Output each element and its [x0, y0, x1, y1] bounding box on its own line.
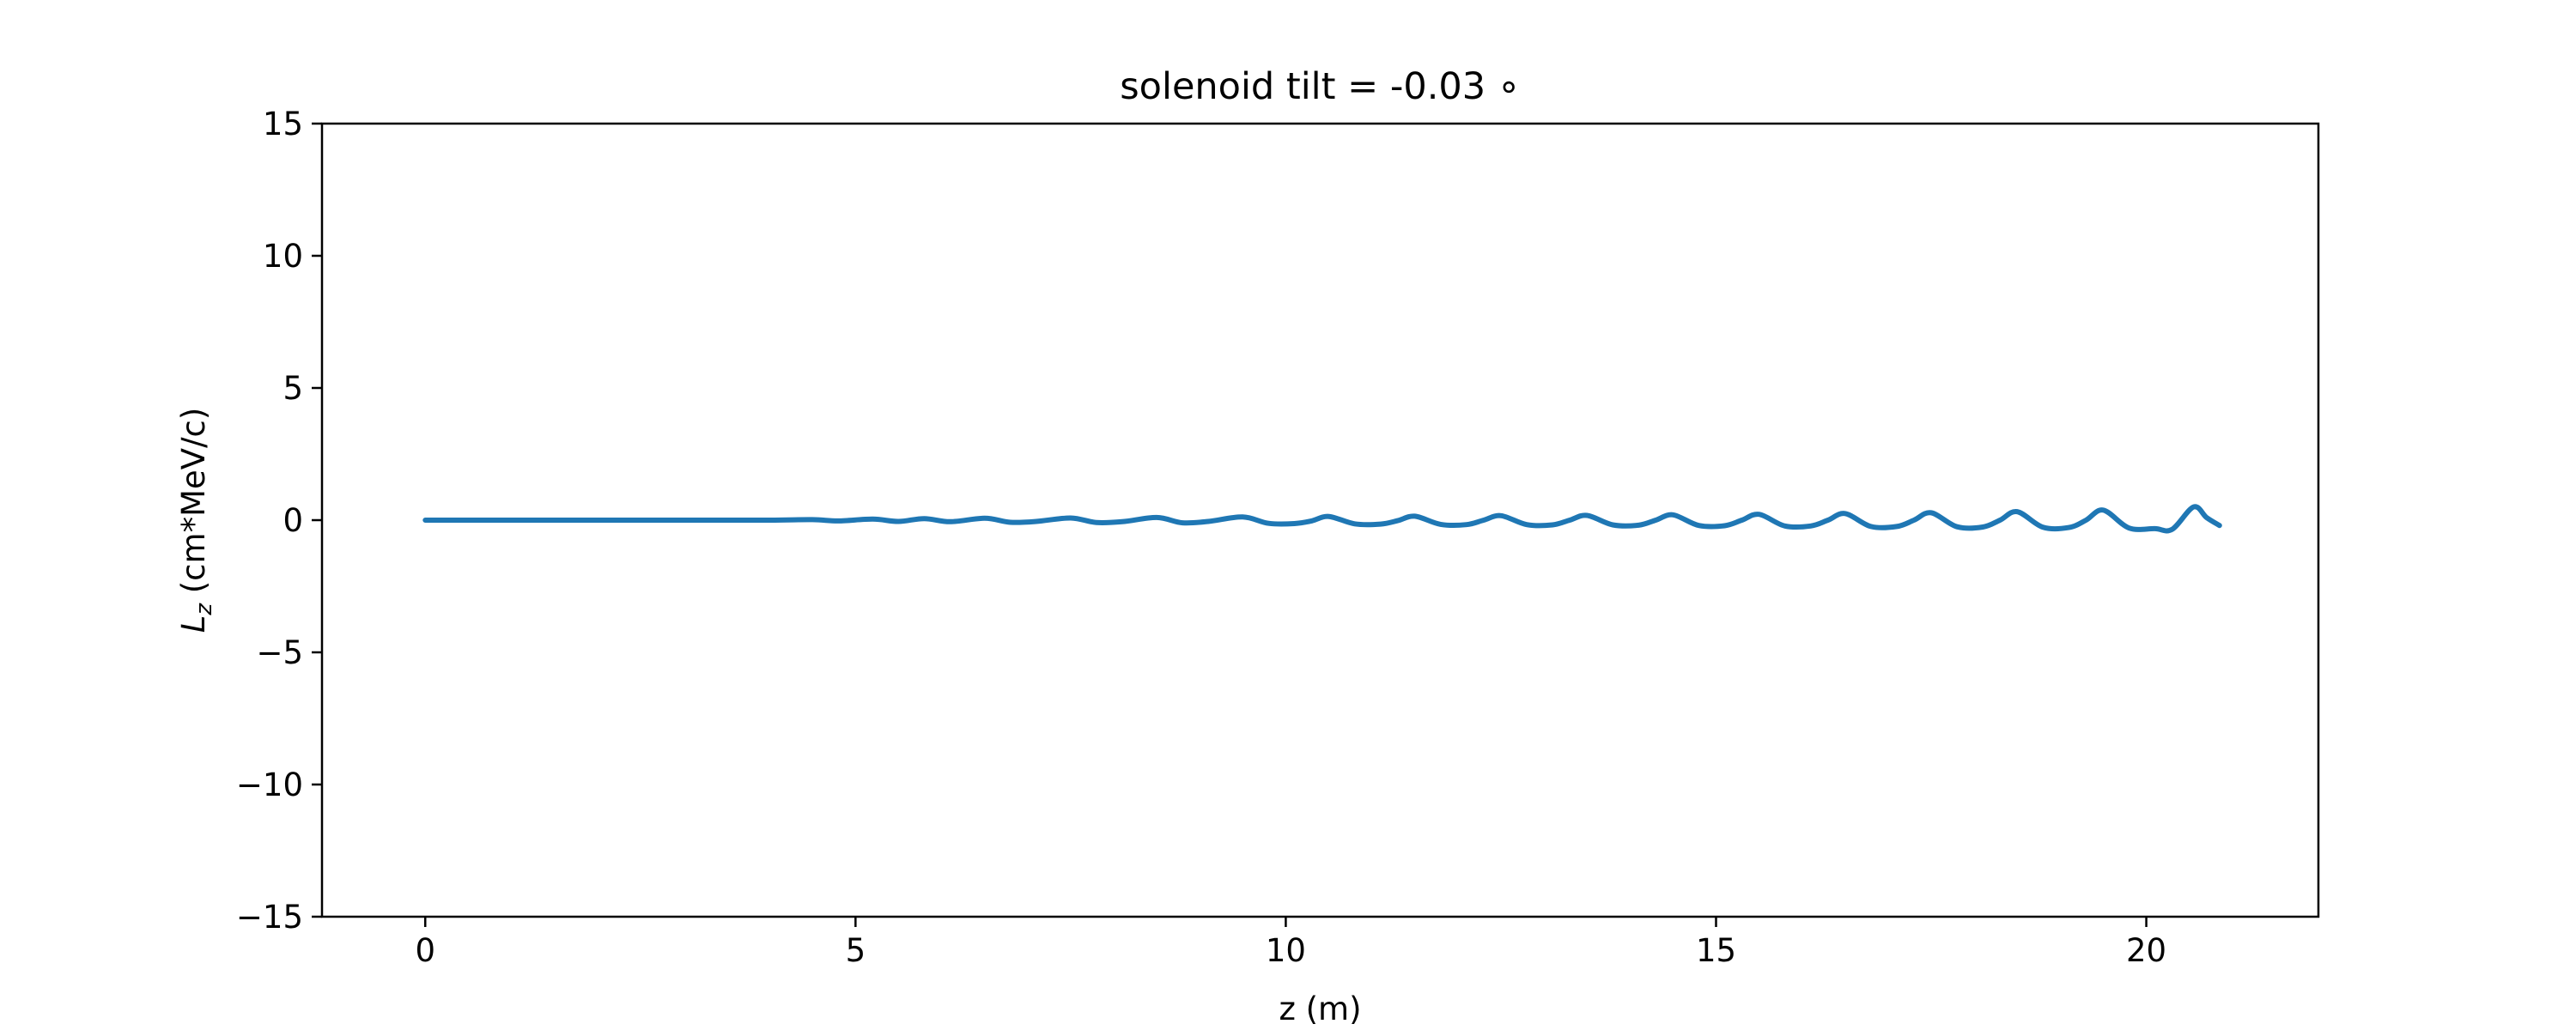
- y-tick-label: −5: [256, 634, 303, 671]
- y-tick-label: 10: [263, 238, 303, 275]
- chart-title: solenoid tilt = -0.03 ∘: [1120, 65, 1520, 108]
- x-tick-label: 10: [1266, 932, 1306, 969]
- y-axis-label: Lz (cm*MeV/c): [175, 408, 217, 633]
- y-axis-label-subscript: z: [191, 603, 217, 616]
- x-tick-label: 5: [846, 932, 866, 969]
- x-axis-ticks: 0 5 10 15 20: [415, 917, 2166, 969]
- x-axis-label: z (m): [1279, 991, 1361, 1027]
- x-tick-label: 15: [1696, 932, 1736, 969]
- series-layer: [422, 504, 2222, 534]
- y-axis-label-unit: (cm*MeV/c): [175, 408, 212, 603]
- y-tick-label: −15: [236, 899, 303, 936]
- y-tick-label: 15: [263, 106, 303, 142]
- x-tick-label: 0: [415, 932, 435, 969]
- y-axis-ticks: −15 −10 −5 0 5 10 15: [236, 106, 322, 936]
- series-line: [422, 504, 2222, 534]
- y-tick-label: −10: [236, 766, 303, 803]
- y-axis-label-symbol: L: [175, 615, 212, 633]
- plot-frame: [320, 122, 2320, 918]
- x-tick-label: 20: [2126, 932, 2166, 969]
- y-tick-label: 0: [283, 502, 303, 539]
- y-tick-label: 5: [283, 370, 303, 407]
